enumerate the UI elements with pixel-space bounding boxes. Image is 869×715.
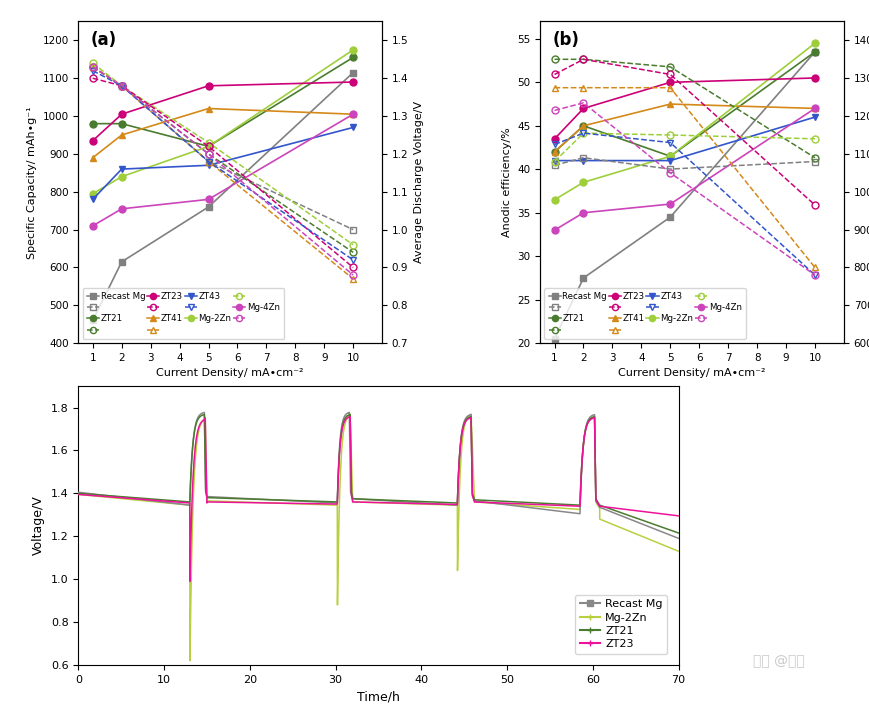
Text: (b): (b) bbox=[552, 31, 579, 49]
Legend: Recast Mg, Mg-2Zn, ZT21, ZT23: Recast Mg, Mg-2Zn, ZT21, ZT23 bbox=[574, 595, 667, 654]
Legend: Recast Mg, , ZT21, , ZT23, , ZT41, , ZT43, , Mg-2Zn, , Mg-4Zn, : Recast Mg, , ZT21, , ZT23, , ZT41, , ZT4… bbox=[544, 288, 746, 339]
X-axis label: Current Density/ mA•cm⁻²: Current Density/ mA•cm⁻² bbox=[156, 368, 303, 378]
Legend: Recast Mg, , ZT21, , ZT23, , ZT41, , ZT43, , Mg-2Zn, , Mg-4Zn, : Recast Mg, , ZT21, , ZT23, , ZT41, , ZT4… bbox=[83, 288, 284, 339]
Y-axis label: Anodic efficiency/%: Anodic efficiency/% bbox=[501, 127, 511, 237]
Y-axis label: Voltage/V: Voltage/V bbox=[32, 495, 45, 556]
Y-axis label: Average Discharge Voltage/V: Average Discharge Voltage/V bbox=[414, 102, 423, 263]
X-axis label: Time/h: Time/h bbox=[356, 690, 400, 704]
X-axis label: Current Density/ mA•cm⁻²: Current Density/ mA•cm⁻² bbox=[618, 368, 765, 378]
Text: 知乎 @镁途: 知乎 @镁途 bbox=[752, 654, 804, 669]
Y-axis label: Specific Capacity/ mAh•g⁻¹: Specific Capacity/ mAh•g⁻¹ bbox=[27, 106, 36, 259]
Text: (a): (a) bbox=[90, 31, 116, 49]
